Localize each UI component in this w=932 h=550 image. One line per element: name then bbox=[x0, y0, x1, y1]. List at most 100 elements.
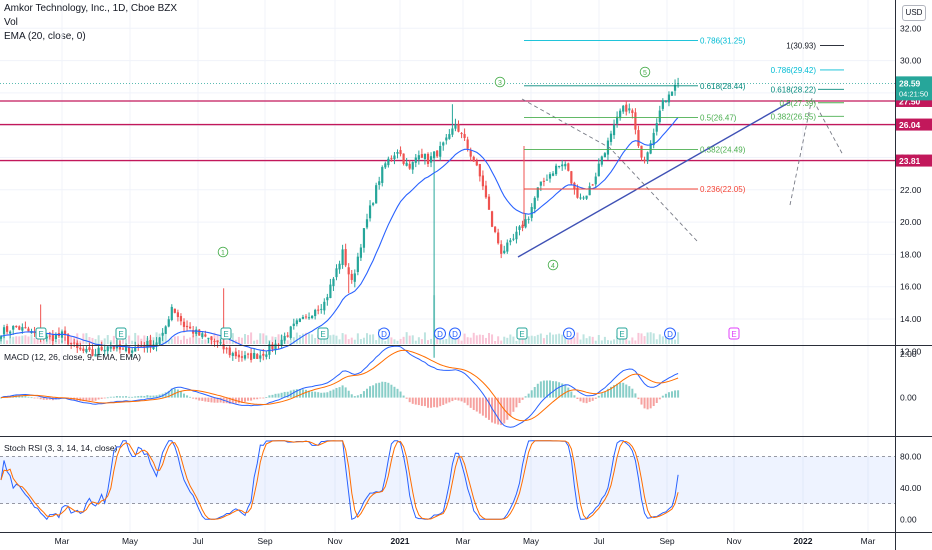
volume-bar bbox=[18, 336, 21, 344]
volume-bar bbox=[664, 332, 667, 344]
candle-body bbox=[179, 316, 183, 322]
macd-histogram-bar bbox=[628, 386, 631, 398]
macd-histogram-bar bbox=[570, 391, 573, 398]
dividend-marker bbox=[378, 327, 390, 340]
volume-bar bbox=[326, 336, 329, 344]
candle-body bbox=[88, 347, 91, 350]
macd-histogram-bar bbox=[82, 397, 85, 402]
volume-bar bbox=[39, 340, 42, 344]
candle-body bbox=[63, 330, 67, 336]
macd-histogram-bar bbox=[472, 397, 475, 411]
stoch-tick-label: 80.00 bbox=[900, 452, 922, 462]
macd-histogram-bar bbox=[219, 397, 222, 403]
macd-histogram-bar bbox=[350, 394, 353, 398]
macd-histogram-bar bbox=[542, 380, 545, 398]
volume-bar bbox=[88, 337, 91, 344]
candle-body bbox=[548, 174, 552, 179]
volume-bar bbox=[625, 339, 628, 344]
macd-histogram-bar bbox=[27, 396, 30, 398]
volume-bar bbox=[298, 335, 301, 344]
volume-bar bbox=[600, 340, 603, 344]
candle-body bbox=[228, 347, 231, 356]
macd-histogram-bar bbox=[366, 388, 368, 398]
volume-bar bbox=[478, 334, 481, 344]
macd-histogram-bar bbox=[115, 396, 118, 398]
macd-histogram-bar bbox=[442, 397, 445, 405]
macd-histogram-bar bbox=[240, 397, 243, 403]
macd-histogram-bar bbox=[48, 397, 51, 400]
volume-bar bbox=[628, 340, 631, 344]
volume-bar bbox=[109, 340, 112, 344]
volume-bar bbox=[646, 332, 649, 344]
ema-legend[interactable]: EMA (20, close, 0) bbox=[4, 31, 86, 42]
macd-histogram-bar bbox=[579, 397, 582, 402]
volume-legend[interactable]: Vol bbox=[4, 17, 18, 28]
volume-bar bbox=[103, 338, 106, 344]
macd-histogram-bar bbox=[305, 389, 307, 398]
volume-bar bbox=[658, 334, 661, 344]
volume-bar bbox=[253, 340, 256, 344]
volume-bar bbox=[661, 336, 664, 344]
candle-body bbox=[542, 180, 545, 182]
candle-body bbox=[466, 139, 469, 149]
candle-body bbox=[213, 340, 216, 342]
volume-bar bbox=[213, 332, 216, 344]
candle-body bbox=[314, 309, 317, 317]
level-price-tag bbox=[896, 118, 932, 131]
candle-body bbox=[6, 326, 9, 332]
wave-label-circle bbox=[639, 66, 651, 78]
macd-histogram-bar bbox=[320, 392, 323, 398]
candle-body bbox=[173, 308, 176, 313]
volume-bar bbox=[311, 334, 314, 344]
candle-body bbox=[106, 346, 109, 352]
dividend-marker bbox=[563, 327, 575, 340]
volume-bar bbox=[54, 340, 57, 344]
volume-bar bbox=[420, 339, 423, 344]
candle-body bbox=[387, 158, 390, 166]
earnings-marker bbox=[220, 327, 232, 340]
candle-body bbox=[652, 132, 655, 146]
time-tick-label: Nov bbox=[726, 536, 742, 546]
candle-body bbox=[368, 205, 372, 219]
macd-histogram-bar bbox=[195, 397, 198, 400]
candle-body bbox=[85, 348, 88, 353]
macd-histogram-bar bbox=[619, 382, 622, 398]
volume-bar bbox=[183, 335, 185, 344]
candle-body bbox=[484, 185, 488, 198]
macd-histogram-bar bbox=[359, 394, 362, 398]
macd-histogram-bar bbox=[484, 397, 487, 418]
currency-button[interactable]: USD bbox=[902, 5, 926, 21]
candle-body bbox=[673, 84, 677, 91]
candle-body bbox=[622, 105, 625, 112]
macd-histogram-bar bbox=[228, 397, 231, 404]
candle-body bbox=[121, 348, 125, 350]
candle-body bbox=[530, 207, 533, 218]
volume-bar bbox=[240, 337, 243, 344]
volume-bar bbox=[497, 336, 500, 344]
volume-bar bbox=[637, 332, 640, 344]
macd-histogram-bar bbox=[375, 383, 378, 398]
volume-bar bbox=[613, 339, 616, 344]
candle-body bbox=[591, 184, 594, 186]
volume-bar bbox=[591, 336, 594, 344]
macd-histogram-bar bbox=[323, 392, 326, 398]
volume-bar bbox=[655, 339, 658, 344]
wave-label: 1 bbox=[221, 250, 225, 257]
candle-body bbox=[170, 306, 173, 320]
macd-histogram-bar bbox=[164, 392, 167, 398]
candle-body bbox=[204, 334, 207, 337]
volume-bar bbox=[91, 337, 94, 344]
volume-bar bbox=[576, 332, 579, 344]
candle-body bbox=[79, 347, 82, 350]
macd-histogram-bar bbox=[664, 393, 667, 398]
candle-body bbox=[429, 156, 433, 163]
candle-body bbox=[573, 182, 576, 190]
candle-body bbox=[365, 219, 369, 228]
grid bbox=[0, 0, 895, 532]
volume-bar bbox=[582, 334, 585, 344]
candle-body bbox=[198, 329, 201, 336]
macd-histogram-bar bbox=[33, 397, 36, 399]
macd-histogram-bar bbox=[21, 395, 24, 398]
volume-bar bbox=[503, 336, 506, 344]
